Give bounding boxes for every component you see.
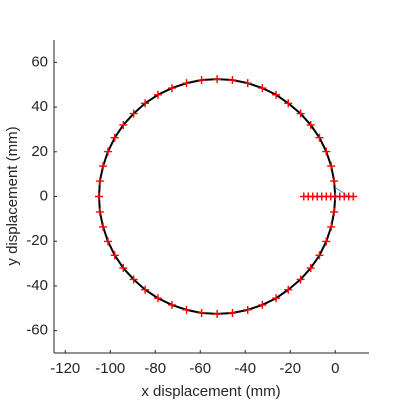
y-tick-label: 60: [31, 53, 48, 70]
marker: [306, 264, 315, 273]
marker: [327, 222, 336, 231]
marker: [197, 76, 206, 85]
marker: [272, 90, 281, 99]
marker: [349, 192, 358, 201]
x-axis-label: x displacement (mm): [141, 383, 280, 400]
marker: [258, 84, 267, 93]
marker: [99, 222, 108, 231]
marker: [141, 285, 150, 294]
y-axis-label: y displacement (mm): [4, 126, 21, 265]
y-tick-label: -20: [26, 232, 48, 249]
marker: [327, 162, 336, 171]
marker: [129, 275, 138, 284]
y-tick-label: 20: [31, 143, 48, 160]
marker: [272, 294, 281, 303]
marker: [284, 285, 293, 294]
marker: [243, 305, 252, 314]
marker: [213, 309, 222, 318]
x-tick-label: -80: [144, 360, 166, 377]
marker: [213, 75, 222, 84]
x-tick-label: -120: [50, 360, 80, 377]
marker: [306, 120, 315, 129]
x-tick-label: 0: [331, 360, 339, 377]
y-tick-label: 0: [40, 187, 48, 204]
marker: [110, 251, 119, 260]
x-tick-label: -40: [234, 360, 256, 377]
marker: [99, 162, 108, 171]
marker: [167, 300, 176, 309]
marker: [110, 133, 119, 142]
marker: [296, 109, 305, 118]
marker: [330, 207, 339, 216]
marker: [95, 177, 104, 186]
marker: [330, 177, 339, 186]
marker: [296, 275, 305, 284]
marker: [243, 79, 252, 88]
marker: [315, 133, 324, 142]
marker: [284, 99, 293, 108]
marker: [95, 207, 104, 216]
marker: [153, 294, 162, 303]
marker: [182, 305, 191, 314]
marker: [322, 147, 331, 156]
marker: [141, 99, 150, 108]
marker: [228, 76, 237, 85]
x-tick-label: -100: [95, 360, 125, 377]
y-tick-label: -40: [26, 277, 48, 294]
marker: [167, 84, 176, 93]
marker: [104, 237, 112, 246]
y-tick-label: -60: [26, 322, 48, 339]
marker: [182, 79, 191, 88]
marker: [104, 147, 112, 156]
marker: [315, 251, 324, 260]
x-tick-label: -60: [189, 360, 211, 377]
marker: [258, 300, 267, 309]
marker: [129, 109, 138, 118]
marker: [322, 237, 331, 246]
x-tick-label: -20: [279, 360, 301, 377]
marker: [197, 308, 206, 317]
marker: [153, 90, 162, 99]
marker: [119, 120, 128, 129]
line: [334, 187, 350, 197]
marker: [95, 192, 103, 201]
marker: [119, 264, 128, 273]
y-tick-label: 40: [31, 98, 48, 115]
marker: [228, 308, 237, 317]
